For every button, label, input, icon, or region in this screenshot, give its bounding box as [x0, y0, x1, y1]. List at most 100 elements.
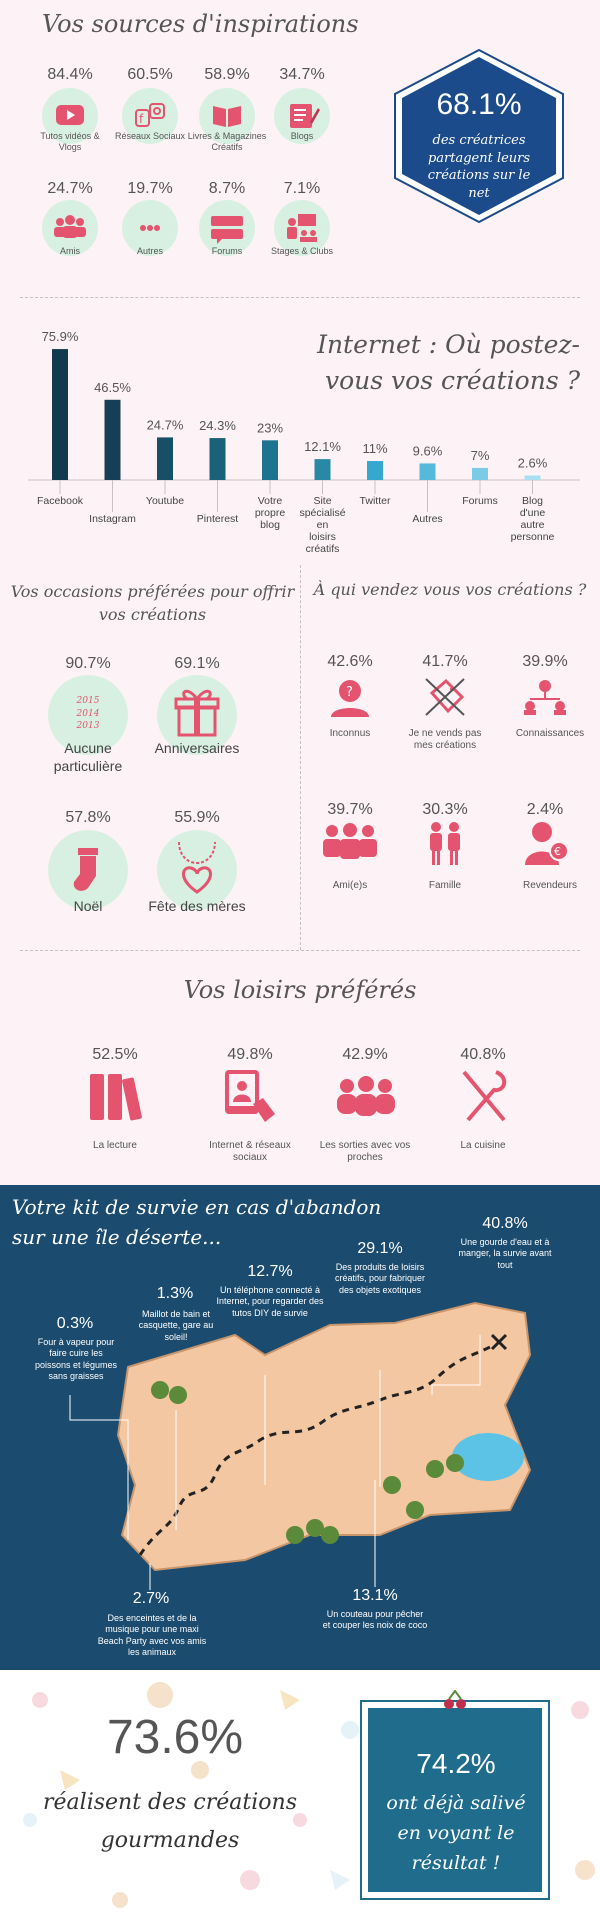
bar-value-label: 24.3% — [199, 418, 236, 433]
stat-percent: 58.9% — [204, 66, 250, 83]
hobby-label: La lecture — [93, 1140, 137, 1151]
salivate-frame — [360, 1700, 550, 1900]
occasion-label: Aucune particulière — [53, 740, 123, 774]
books-icon — [90, 1074, 142, 1121]
bar-value-label: 12.1% — [304, 439, 341, 454]
survival-kit-section: Votre kit de survie en cas d'abandon sur… — [0, 1185, 600, 1670]
blog-icon — [274, 88, 330, 144]
stat-label: Blogs — [290, 131, 314, 141]
buyer-label: Je ne vends pas mes créations — [408, 728, 482, 751]
hobby-label: La cuisine — [460, 1140, 506, 1151]
forum-icon — [199, 200, 255, 256]
chart-title: Internet : Où postez-vous vos créations … — [317, 330, 580, 396]
gourmet-text: réalisent des créations — [43, 1790, 297, 1815]
stat-percent: 30.3% — [422, 801, 468, 818]
network-icon — [524, 680, 566, 715]
occasion-label: Fête des mères — [148, 898, 246, 914]
inspiration-section: Vos sources d'inspirations 84.4% Tutos v… — [0, 0, 600, 285]
bar-8 — [472, 467, 488, 480]
hobby-label: Internet & réseaux sociaux — [209, 1140, 291, 1163]
stat-percent: 1.3% — [156, 1285, 194, 1302]
buyer-label: Inconnus — [329, 728, 371, 739]
occasion-label: Anniversaires — [154, 740, 240, 756]
stat-percent: 39.9% — [522, 653, 568, 670]
stat-percent: 69.1% — [174, 655, 220, 672]
occasions-title: Vos occasions préférées pour offrir vos … — [10, 582, 295, 625]
posting-section: Internet : Où postez-vous vos créations … — [0, 285, 600, 565]
category-label: Forums — [462, 495, 498, 507]
divider — [20, 297, 580, 298]
category-label: Pinterest — [197, 513, 239, 525]
hexagon-text: des créatrices partagent leurs créations… — [427, 133, 531, 201]
dots-icon — [122, 200, 178, 256]
bar-1 — [104, 399, 121, 480]
divider — [20, 950, 580, 951]
gift-icon — [157, 675, 237, 755]
stat-percent: 24.7% — [47, 180, 93, 197]
stat-percent: 8.7% — [208, 180, 246, 197]
bar-7 — [419, 463, 436, 480]
bar-value-label: 24.7% — [147, 417, 184, 432]
buyer-label: Ami(e)s — [332, 880, 368, 891]
stat-percent: 2.4% — [526, 801, 564, 818]
stat-percent: 57.8% — [65, 809, 111, 826]
kit-label: Des enceintes et de la musique pour une … — [97, 1613, 207, 1657]
bar-value-label: 23% — [257, 420, 283, 435]
section-title: Votre kit de survie en cas d'abandon — [12, 1195, 382, 1219]
stat-percent: 40.8% — [460, 1046, 506, 1063]
bar-value-label: 7% — [471, 448, 490, 463]
stat-percent: 19.7% — [127, 180, 173, 197]
gourmet-text: gourmandes — [100, 1828, 240, 1853]
hexagon-badge — [394, 48, 564, 224]
bar-4 — [262, 440, 278, 480]
stat-percent: 84.4% — [47, 66, 93, 83]
bar-0 — [52, 349, 68, 480]
stat-percent: 12.7% — [247, 1263, 293, 1280]
kit-label: Un téléphone connecté à Internet, pour r… — [216, 1285, 324, 1318]
divider — [300, 565, 301, 950]
year-label: 2014 — [76, 708, 100, 719]
bar-chart: 75.9% Facebook 46.5% Instagram 24.7% Youtube 2… — [28, 329, 580, 555]
book-icon — [199, 88, 255, 144]
buyer-label: Famille — [428, 880, 462, 891]
tablet-icon — [225, 1070, 275, 1122]
hobby-label: Les sorties avec vos proches — [319, 1140, 411, 1163]
no-sale-icon — [425, 678, 465, 716]
occasion-label: Noël — [73, 898, 103, 914]
unknown-person-icon: ? — [331, 680, 369, 717]
gourmet-percent: 73.6% — [106, 1711, 244, 1764]
svg-text:€: € — [554, 845, 561, 858]
family-icon — [430, 822, 460, 865]
category-label: Votre propre blog — [255, 495, 286, 531]
buyers-title: À qui vendez vous vos créations ? — [313, 580, 587, 599]
gourmet-section: 73.6% réalisent des créations gourmandes… — [0, 1670, 600, 1915]
social-media-icon: f — [122, 88, 178, 144]
salivate-box — [368, 1708, 542, 1892]
salivate-text: résultat ! — [411, 1852, 501, 1874]
kitchen-utensils-icon — [462, 1070, 507, 1122]
stat-percent: 41.7% — [422, 653, 468, 670]
bar-value-label: 2.6% — [518, 456, 548, 471]
salivate-text: en voyant le — [397, 1822, 515, 1844]
year-label: 2013 — [76, 721, 100, 732]
necklace-icon — [157, 830, 237, 910]
buyer-label: Connaissances — [515, 728, 585, 739]
bar-9 — [524, 475, 541, 480]
category-label: Site spécialisé en loisirs créatifs — [299, 495, 345, 555]
stat-label: Réseaux Sociaux — [114, 131, 186, 141]
category-label: Blog d'une autre personne — [511, 495, 555, 543]
stat-label: Tutos vidéos & Vlogs — [40, 131, 100, 152]
category-label: Instagram — [89, 513, 136, 525]
bar-3 — [209, 438, 226, 480]
bar-5 — [314, 459, 331, 480]
category-label: Twitter — [360, 495, 391, 507]
stat-percent: 7.1% — [283, 180, 321, 197]
salivate-percent: 74.2% — [416, 1748, 496, 1779]
year-label: 2015 — [76, 696, 100, 706]
section-title: Vos loisirs préférés — [183, 976, 417, 1004]
group-icon — [337, 1076, 395, 1116]
bar-value-label: 11% — [362, 441, 387, 456]
bar-6 — [367, 461, 383, 480]
hexagon-percent: 68.1% — [436, 88, 522, 121]
stocking-icon — [48, 830, 128, 910]
